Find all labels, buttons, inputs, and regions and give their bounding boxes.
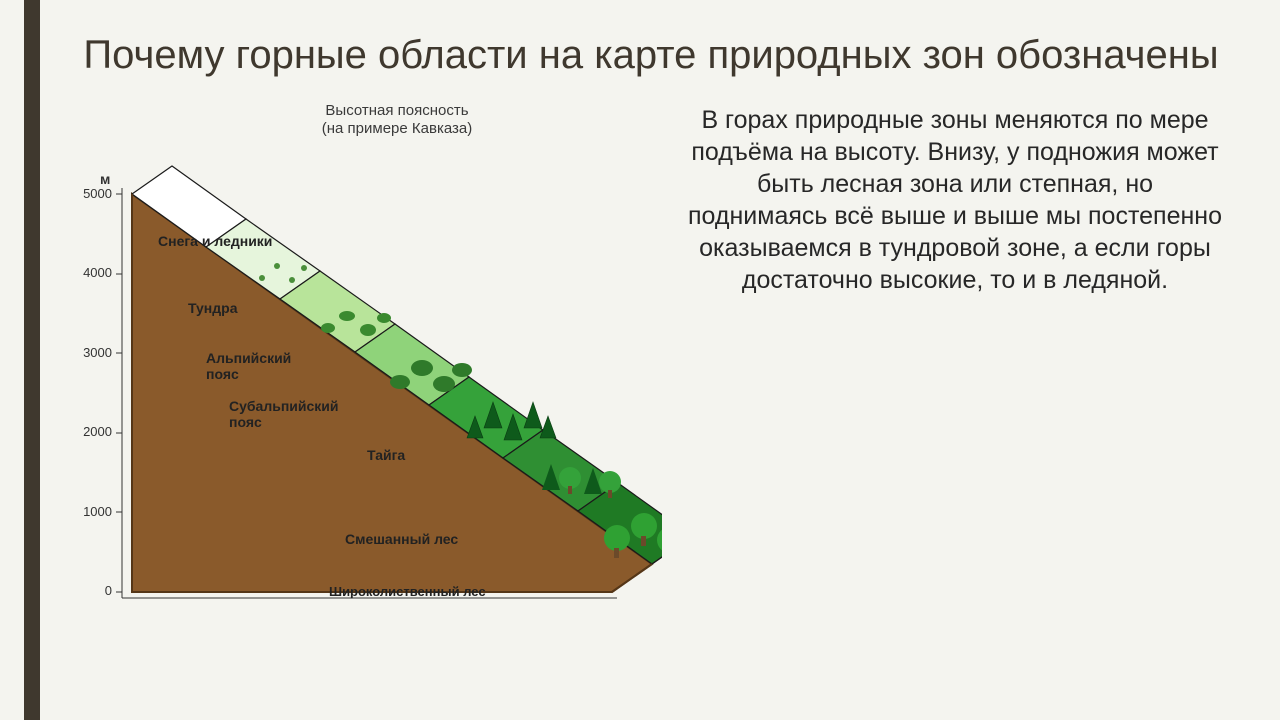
diagram-title-l1: Высотная поясность — [325, 102, 468, 119]
label-subalp-1: Субальпийский — [229, 398, 339, 414]
label-taiga: Тайга — [367, 447, 405, 463]
label-broadleaf: Широколиственный лес — [329, 584, 486, 599]
label-subalp-2: пояс — [229, 414, 262, 430]
page-title: Почему горные области на карте природных… — [72, 32, 1230, 78]
altitudinal-zonation-diagram: м 5000 4000 3000 2000 1000 0 — [72, 138, 662, 638]
diagram-title-l2: (на примере Кавказа) — [322, 120, 472, 137]
diagram-title: Высотная поясность (на примере Кавказа) — [132, 102, 662, 138]
side-accent-bar — [24, 0, 40, 720]
tick-0: 0 — [105, 583, 112, 598]
tick-2000: 2000 — [83, 424, 112, 439]
tick-4000: 4000 — [83, 265, 112, 280]
label-alpine-1: Альпийский — [206, 350, 291, 366]
tick-1000: 1000 — [83, 504, 112, 519]
label-tundra: Тундра — [188, 300, 238, 316]
label-mixed: Смешанный лес — [345, 531, 458, 547]
body-text: В горах природные зоны меняются по мере … — [688, 96, 1222, 296]
content-row: Высотная поясность (на примере Кавказа) … — [72, 96, 1230, 638]
diagram-container: Высотная поясность (на примере Кавказа) … — [72, 96, 662, 638]
axis-unit-label: м — [100, 171, 110, 187]
tick-5000: 5000 — [83, 186, 112, 201]
label-snow: Снега и ледники — [158, 233, 272, 249]
axis-ticks: 5000 4000 3000 2000 1000 0 — [83, 186, 122, 598]
label-alpine-2: пояс — [206, 366, 239, 382]
tick-3000: 3000 — [83, 345, 112, 360]
